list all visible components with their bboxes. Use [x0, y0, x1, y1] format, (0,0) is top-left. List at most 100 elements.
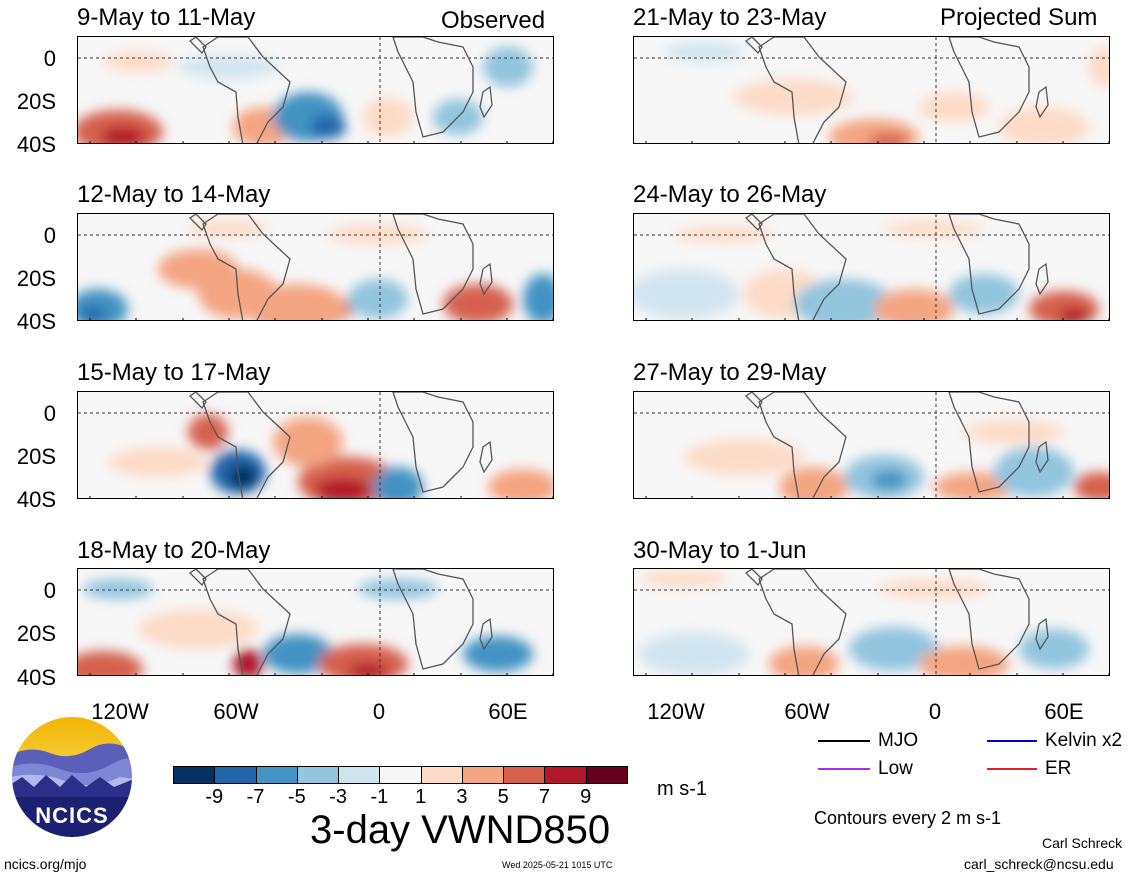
wind-anomaly-blob — [178, 55, 278, 79]
wind-anomaly-blob — [315, 478, 371, 498]
wind-anomaly-blob — [523, 274, 553, 320]
panel-title-left-3: 15-May to 17-May — [77, 359, 271, 386]
colorbar-tick-label: 3 — [456, 786, 468, 808]
wind-anomaly-blob — [779, 467, 849, 498]
wind-anomaly-blob — [488, 469, 553, 498]
wind-anomaly-blob — [849, 627, 939, 671]
africa-outline — [948, 214, 1030, 315]
units-label: m s-1 — [657, 778, 707, 800]
colorbar-tick-label: -1 — [370, 786, 389, 808]
madagascar-outline — [479, 617, 493, 651]
south-america-outline — [758, 37, 847, 143]
wind-anomaly-blob — [999, 107, 1089, 143]
central-america-outline — [188, 37, 207, 55]
legend-swatch-er — [987, 768, 1037, 770]
colorbar-box — [461, 766, 505, 784]
map-svg — [634, 37, 1109, 143]
colorbar-tick-label: 9 — [580, 786, 592, 808]
wind-anomaly-blob — [138, 609, 258, 649]
lon-label: 120W — [91, 699, 149, 724]
colorbar-box — [420, 766, 463, 784]
wind-anomaly-blob — [994, 447, 1074, 497]
colorbar-box — [255, 766, 298, 784]
lat-label: 20S — [16, 621, 56, 646]
wind-anomaly-blob — [1019, 629, 1089, 669]
lat-label: 20S — [16, 444, 56, 469]
colorbar-box — [214, 766, 257, 784]
south-america-outline — [202, 392, 291, 498]
lon-label: 60W — [213, 699, 259, 724]
wind-anomaly-blob — [734, 79, 854, 115]
lat-label: 20S — [16, 89, 56, 114]
wind-anomaly-blob — [310, 115, 346, 139]
wind-anomaly-blob — [78, 651, 143, 675]
wind-anomaly-blob — [328, 224, 428, 244]
map-svg — [634, 569, 1109, 675]
wind-anomaly-blob — [103, 52, 173, 72]
wind-anomaly-blob — [934, 472, 1014, 498]
map-panel-right-2 — [633, 213, 1110, 321]
wind-anomaly-blob — [869, 133, 909, 143]
map-panel-right-3 — [633, 391, 1110, 499]
lat-label: 20S — [16, 266, 56, 291]
panel-title-right-3: 27-May to 29-May — [633, 359, 827, 386]
lat-label: 0 — [43, 578, 56, 603]
wind-anomaly-blob — [884, 221, 984, 237]
wind-anomaly-blob — [83, 579, 153, 599]
wind-anomaly-blob — [871, 470, 907, 490]
footer-site: ncics.org/mjo — [4, 856, 87, 872]
wind-anomaly-blob — [273, 417, 343, 467]
africa-outline — [948, 37, 1030, 138]
panel-title-right-2: 24-May to 26-May — [633, 181, 827, 208]
colorbar-tick-label: -9 — [205, 786, 224, 808]
map-svg — [78, 569, 553, 675]
wind-anomaly-blob — [188, 221, 268, 237]
contours-note: Contours every 2 m s-1 — [814, 808, 1002, 828]
africa-outline — [948, 569, 1030, 670]
central-america-outline — [188, 392, 207, 410]
legend-swatch-low — [818, 768, 870, 770]
wind-anomaly-blob — [664, 42, 744, 62]
africa-outline — [392, 37, 474, 138]
wind-anomaly-blob — [1089, 47, 1109, 87]
colorbar-tick-label: 1 — [415, 786, 427, 808]
madagascar-outline — [1035, 262, 1049, 296]
wind-anomaly-blob — [188, 414, 228, 450]
panel-title-right-4: 30-May to 1-Jun — [633, 537, 807, 564]
lat-label: 0 — [43, 223, 56, 248]
legend-swatch-mjo — [818, 740, 870, 742]
wind-anomaly-blob — [769, 646, 839, 675]
footer-timestamp: Wed 2025-05-21 1015 UTC — [502, 860, 613, 870]
wind-anomaly-blob — [483, 47, 533, 87]
central-america-outline — [188, 214, 207, 232]
colorbar-tick-label: 7 — [538, 786, 551, 808]
lon-label: 60W — [784, 699, 830, 724]
lat-label: 40S — [16, 132, 56, 157]
lon-label: 0 — [928, 699, 942, 724]
footer-email: carl_schreck@ncsu.edu — [964, 856, 1114, 872]
legend-label-low: Low — [878, 758, 913, 779]
colorbar — [173, 766, 628, 784]
wind-anomaly-blob — [101, 127, 145, 143]
colorbar-tick-label: 5 — [497, 786, 509, 808]
figure-title: 3-day VWND850 — [310, 808, 611, 852]
map-panel-right-1 — [633, 36, 1110, 144]
africa-outline — [392, 569, 474, 670]
wind-anomaly-blob — [233, 649, 263, 675]
central-america-outline — [188, 569, 207, 587]
legend-label-mjo: MJO — [878, 730, 919, 751]
colorbar-box — [379, 766, 422, 784]
wind-anomaly-blob — [874, 289, 954, 320]
colorbar-box — [338, 766, 381, 784]
south-america-outline — [202, 569, 291, 675]
wind-anomaly-blob — [108, 447, 208, 477]
legend-swatch-kelvin — [987, 740, 1037, 742]
colorbar-box — [544, 766, 587, 784]
wind-anomaly-blob — [919, 92, 989, 122]
wind-anomaly-blob — [363, 97, 413, 137]
lat-label: 0 — [43, 401, 56, 426]
map-svg — [78, 392, 553, 498]
africa-outline — [392, 392, 474, 493]
wind-anomaly-blob — [639, 571, 729, 587]
south-america-outline — [202, 37, 291, 143]
